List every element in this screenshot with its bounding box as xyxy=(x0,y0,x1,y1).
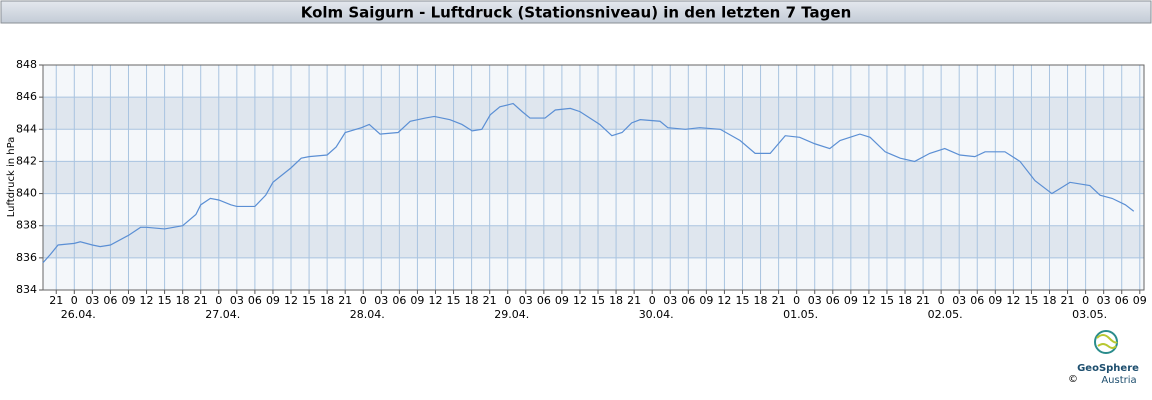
x-tick-label: 15 xyxy=(880,294,894,307)
y-tick-label: 838 xyxy=(16,219,37,232)
y-tick-label: 840 xyxy=(16,187,37,200)
x-tick-label: 03 xyxy=(952,294,966,307)
x-tick-label: 0 xyxy=(71,294,78,307)
x-tick-label: 03 xyxy=(663,294,677,307)
x-tick-label: 12 xyxy=(573,294,587,307)
copyright: © xyxy=(1068,374,1078,385)
x-tick-label: 03 xyxy=(230,294,244,307)
title-bar xyxy=(0,0,1152,24)
x-tick-label: 12 xyxy=(862,294,876,307)
x-tick-label: 21 xyxy=(483,294,497,307)
x-tick-label: 06 xyxy=(248,294,262,307)
x-tick-label: 18 xyxy=(754,294,768,307)
x-tick-label: 06 xyxy=(537,294,551,307)
x-tick-label: 21 xyxy=(1061,294,1075,307)
x-tick-label: 0 xyxy=(938,294,945,307)
x-tick-label: 06 xyxy=(681,294,695,307)
x-tick-label: 15 xyxy=(302,294,316,307)
x-tick-label: 0 xyxy=(649,294,656,307)
logo-mark xyxy=(1096,334,1118,349)
x-tick-label: 09 xyxy=(988,294,1002,307)
x-tick-label: 12 xyxy=(140,294,154,307)
x-tick-label: 03 xyxy=(519,294,533,307)
x-tick-label: 12 xyxy=(1006,294,1020,307)
y-tick-label: 846 xyxy=(16,90,37,103)
x-tick-label: 0 xyxy=(504,294,511,307)
x-tick-label: 21 xyxy=(772,294,786,307)
logo-name: GeoSphere xyxy=(1077,363,1139,374)
x-tick-label: 09 xyxy=(555,294,569,307)
band xyxy=(43,97,1144,130)
x-tick-label: 0 xyxy=(1082,294,1089,307)
x-tick-label: 21 xyxy=(338,294,352,307)
x-tick-label: 09 xyxy=(121,294,135,307)
x-tick-label: 12 xyxy=(717,294,731,307)
y-tick-label: 834 xyxy=(16,283,37,296)
logo: GeoSphere Austria © xyxy=(1068,330,1139,386)
date-label: 01.05. xyxy=(783,308,818,321)
x-tick-label: 03 xyxy=(374,294,388,307)
x-tick-label: 15 xyxy=(735,294,749,307)
x-tick-label: 21 xyxy=(916,294,930,307)
x-tick-label: 18 xyxy=(898,294,912,307)
x-tick-label: 18 xyxy=(176,294,190,307)
y-tick-label: 848 xyxy=(16,58,37,71)
date-label: 29.04. xyxy=(494,308,529,321)
x-tick-label: 18 xyxy=(465,294,479,307)
x-tick-label: 0 xyxy=(215,294,222,307)
x-tick-label: 18 xyxy=(320,294,334,307)
date-label: 26.04. xyxy=(61,308,96,321)
pressure-line xyxy=(42,102,1135,264)
x-tick-label: 06 xyxy=(826,294,840,307)
date-label: 02.05. xyxy=(928,308,963,321)
x-tick-label: 09 xyxy=(699,294,713,307)
x-tick-label: 03 xyxy=(808,294,822,307)
plot-bands xyxy=(43,65,1144,290)
x-tick-label: 09 xyxy=(1133,294,1147,307)
band xyxy=(43,161,1144,194)
date-label: 03.05. xyxy=(1072,308,1107,321)
y-tick-label: 836 xyxy=(16,251,37,264)
date-label: 30.04. xyxy=(639,308,674,321)
y-tick-label: 842 xyxy=(16,154,37,167)
chart-title: Kolm Saigurn - Luftdruck (Stationsniveau… xyxy=(301,4,852,22)
x-tick-label: 03 xyxy=(85,294,99,307)
x-tick-label: 15 xyxy=(158,294,172,307)
x-tick-label: 06 xyxy=(103,294,117,307)
x-tick-label: 0 xyxy=(360,294,367,307)
x-tick-label: 03 xyxy=(1097,294,1111,307)
date-label: 28.04. xyxy=(350,308,385,321)
x-tick-label: 09 xyxy=(410,294,424,307)
y-axis-label: Luftdruck in hPa xyxy=(6,137,17,218)
x-tick-label: 18 xyxy=(1042,294,1056,307)
x-tick-label: 0 xyxy=(793,294,800,307)
x-tick-label: 21 xyxy=(194,294,208,307)
x-tick-label: 09 xyxy=(266,294,280,307)
band xyxy=(43,225,1144,258)
logo-subname: Austria xyxy=(1101,375,1136,386)
x-tick-label: 15 xyxy=(591,294,605,307)
x-tick-label: 12 xyxy=(428,294,442,307)
x-tick-label: 06 xyxy=(1115,294,1129,307)
x-tick-label: 06 xyxy=(392,294,406,307)
plot-border xyxy=(42,64,1145,291)
x-tick-label: 09 xyxy=(844,294,858,307)
x-tick-label: 12 xyxy=(284,294,298,307)
x-tick-label: 18 xyxy=(609,294,623,307)
x-tick-label: 21 xyxy=(627,294,641,307)
x-tick-label: 06 xyxy=(970,294,984,307)
date-label: 27.04. xyxy=(205,308,240,321)
x-tick-label: 15 xyxy=(1024,294,1038,307)
y-tick-label: 844 xyxy=(16,122,37,135)
x-tick-label: 15 xyxy=(447,294,461,307)
x-tick-label: 21 xyxy=(49,294,63,307)
